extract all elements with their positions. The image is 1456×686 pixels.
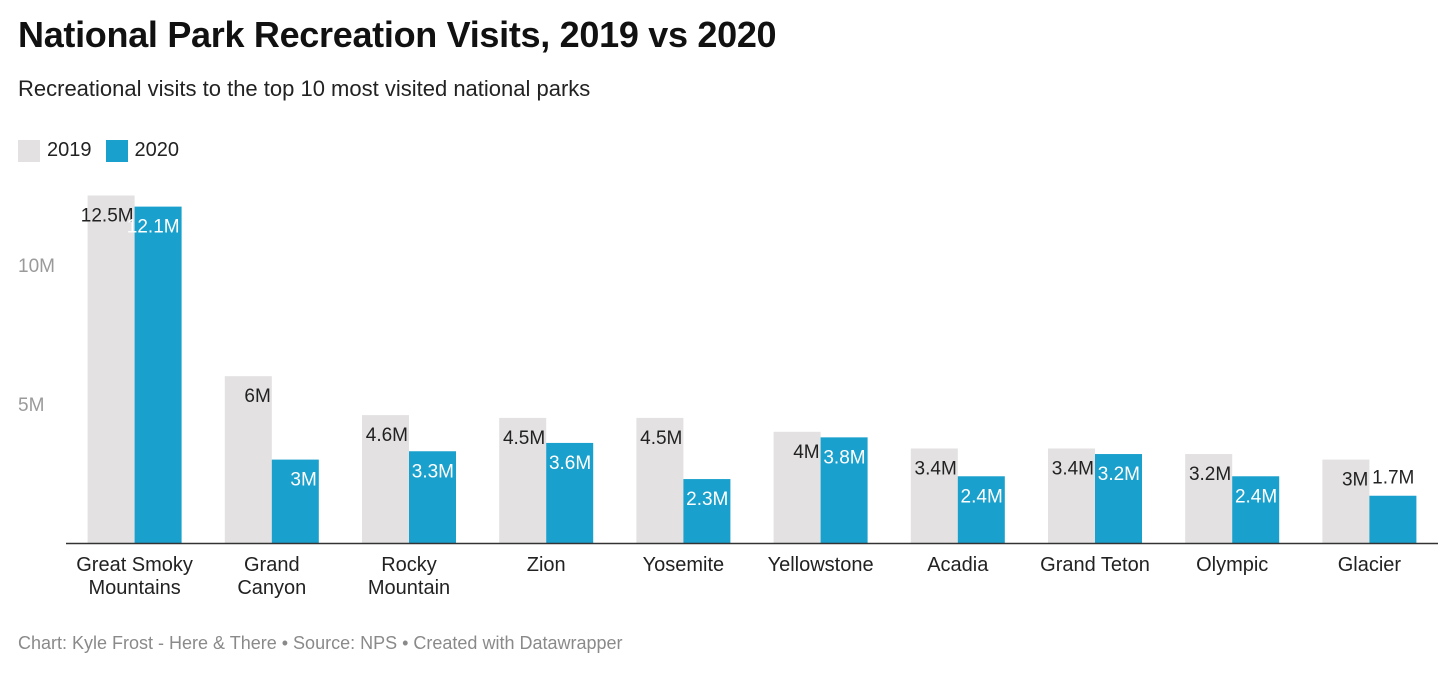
legend-label-2020: 2020 [134,139,180,161]
bar-2019 [362,415,409,543]
bar-2020 [271,459,319,543]
y-tick-label: 5M [18,395,44,416]
bar-2019 [499,417,547,543]
category-label: Mountains [88,577,180,599]
bar-label-2020: 3M [290,470,316,491]
chart-title: National Park Recreation Visits, 2019 vs… [18,14,777,55]
category-label: Zion [527,554,566,576]
bar-label-2020: 3.2M [1098,464,1140,485]
category-label: Mountain [368,577,450,599]
legend-item-2020: 2020 [105,139,180,162]
bar-label-2020: 2.3M [686,489,728,510]
bar-label-2019: 4.6M [366,425,408,446]
bar-2019 [773,431,821,543]
bar-label-2020: 3.8M [823,447,865,468]
legend: 2019 2020 [18,139,193,162]
category-label: Great Smoky [76,554,193,576]
bar-label-2019: 6M [244,386,270,407]
legend-item-2019: 2019 [18,139,92,162]
bar-label-2020: 3.3M [412,461,454,482]
category-label: Glacier [1338,554,1402,576]
bar-label-2019: 4.5M [503,428,545,449]
bar-label-2019: 3.4M [1052,458,1094,479]
bar-label-2019: 4.5M [640,428,682,449]
bar-2020 [820,437,868,543]
category-label: Yosemite [643,554,725,576]
category-label: Rocky [381,554,437,576]
bar-2019 [224,376,272,543]
category-label: Olympic [1196,554,1268,576]
bar-label-2020: 2.4M [1235,486,1277,507]
category-label: Grand Teton [1040,554,1150,576]
bar-2019 [636,417,684,543]
bar-label-2020: 1.7M [1372,468,1414,489]
bar-label-2020: 12.1M [127,217,180,238]
bar-label-2020: 2.4M [961,486,1003,507]
bar-2020 [1095,454,1142,543]
chart-footer: Chart: Kyle Frost - Here & There • Sourc… [18,633,623,653]
bar-label-2019: 12.5M [81,206,134,227]
bar-label-2019: 3M [1342,470,1368,491]
bar-2019 [910,448,958,543]
chart-subtitle: Recreational visits to the top 10 most v… [18,76,591,101]
category-label: Canyon [237,577,306,599]
category-label: Grand [244,554,300,576]
bar-2020 [957,476,1005,543]
bar-2019 [1322,459,1370,543]
legend-swatch-2019 [18,139,40,162]
category-label: Acadia [927,554,989,576]
legend-label-2019: 2019 [47,139,92,161]
bar-label-2019: 3.4M [915,458,957,479]
y-tick-label: 10M [18,256,55,277]
bar-2020 [134,206,182,543]
bar-2020 [1232,476,1280,543]
legend-swatch-2020 [105,139,128,162]
bar-2020 [683,479,731,543]
bar-2019 [1048,448,1095,543]
bar-2020 [1369,495,1417,543]
bar-label-2020: 3.6M [549,453,591,474]
bar-2019 [1185,454,1233,543]
bar-2020 [409,451,456,543]
bar-2020 [546,442,594,543]
bar-label-2019: 3.2M [1189,464,1231,485]
category-label: Yellowstone [768,554,874,576]
bar-label-2019: 4M [793,442,819,463]
bar-2019 [87,195,135,543]
